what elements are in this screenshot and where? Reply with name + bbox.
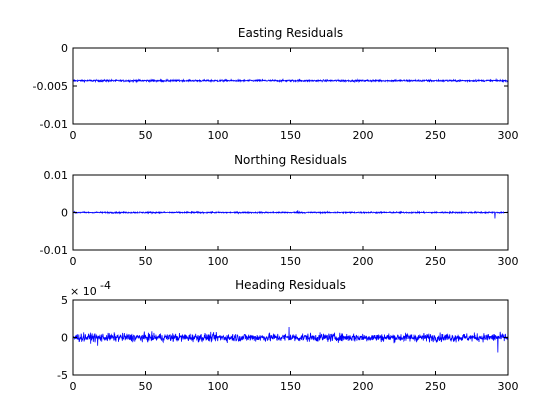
y-tick-label: 0.01 [44, 169, 69, 182]
x-tick-label: 50 [139, 255, 153, 268]
series-line [72, 77, 509, 84]
x-tick-label: 250 [425, 129, 446, 142]
x-tick-label: 250 [425, 255, 446, 268]
x-tick-label: 50 [139, 380, 153, 393]
series-line [72, 326, 509, 353]
x-tick-label: 150 [280, 255, 301, 268]
x-tick-label: 250 [425, 380, 446, 393]
x-tick-label: 150 [280, 380, 301, 393]
y-tick-label: -0.005 [33, 80, 68, 93]
x-tick-label: 200 [353, 380, 374, 393]
y-tick-label: -0.01 [40, 244, 68, 257]
subplot-title: Northing Residuals [234, 153, 347, 167]
y-scale-exponent: -4 [100, 279, 111, 292]
subplot-title: Heading Residuals [235, 278, 346, 292]
y-tick-label: 0 [61, 207, 68, 220]
x-tick-label: 100 [208, 129, 229, 142]
x-tick-label: 0 [70, 255, 77, 268]
x-tick-label: 300 [498, 255, 519, 268]
x-tick-label: 0 [70, 380, 77, 393]
y-tick-label: -5 [57, 369, 68, 382]
x-tick-label: 150 [280, 129, 301, 142]
x-tick-label: 300 [498, 380, 519, 393]
subplot-1: 0 50 100 150 200 250 300 -0.01 -0.005 0 Easting Re… [33, 26, 519, 142]
y-tick-label: -0.01 [40, 118, 68, 131]
subplot-title: Easting Residuals [238, 26, 343, 40]
x-tick-label: 100 [208, 380, 229, 393]
x-tick-label: 200 [353, 255, 374, 268]
x-tick-label: 300 [498, 129, 519, 142]
x-tick-label: 100 [208, 255, 229, 268]
axes-frame [72, 47, 509, 125]
y-tick-label: 0 [61, 42, 68, 55]
x-tick-label: 200 [353, 129, 374, 142]
series-line [72, 210, 509, 219]
y-scale-multiplier: × 10 [70, 285, 97, 298]
x-tick-label: 50 [139, 129, 153, 142]
x-tick-label: 0 [70, 129, 77, 142]
y-tick-label: 5 [61, 294, 68, 307]
y-tick-label: 0 [61, 332, 68, 345]
